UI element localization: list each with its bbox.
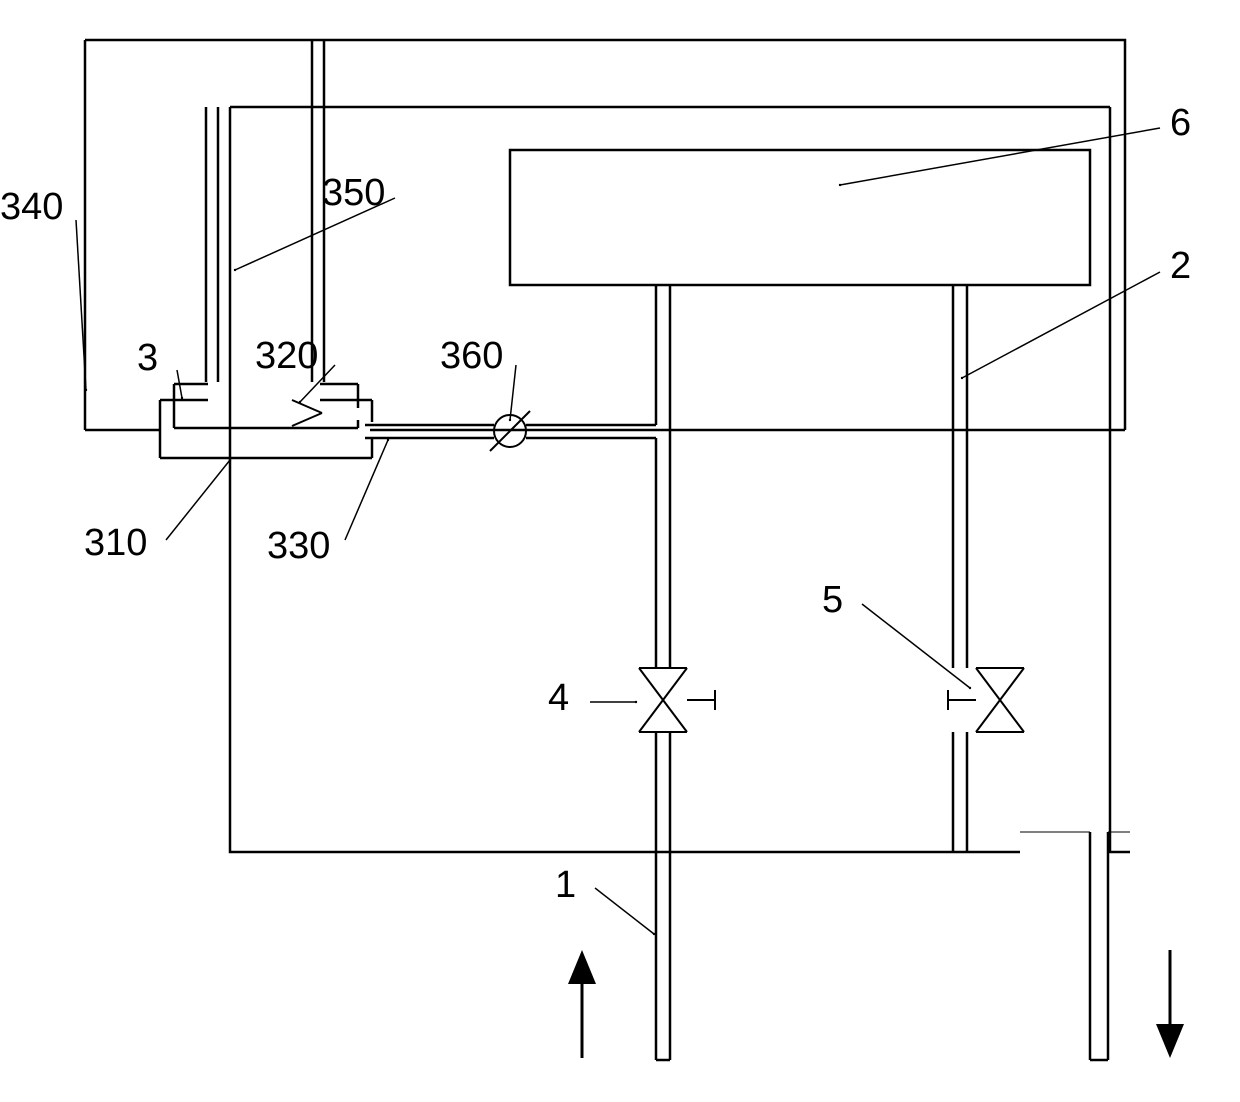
label-360: 360	[440, 335, 503, 377]
label-340: 340	[0, 186, 63, 228]
label-310: 310	[84, 522, 147, 564]
leader-330	[345, 440, 388, 540]
label-350: 350	[322, 172, 385, 214]
schematic-diagram: 340 3 310 320 330 350 360 6 2 5 4 1	[0, 0, 1240, 1102]
label-330: 330	[267, 525, 330, 567]
leader-360	[510, 365, 516, 420]
label-3: 3	[137, 337, 158, 379]
leader-1	[595, 888, 654, 934]
label-4: 4	[548, 677, 569, 719]
label-6: 6	[1170, 102, 1191, 144]
leader-6	[840, 128, 1160, 185]
label-320: 320	[255, 335, 318, 377]
leader-310	[166, 460, 230, 540]
leader-350	[235, 198, 395, 270]
leader-2	[962, 272, 1160, 378]
label-2: 2	[1170, 245, 1191, 287]
label-1: 1	[555, 864, 576, 906]
label-5: 5	[822, 579, 843, 621]
